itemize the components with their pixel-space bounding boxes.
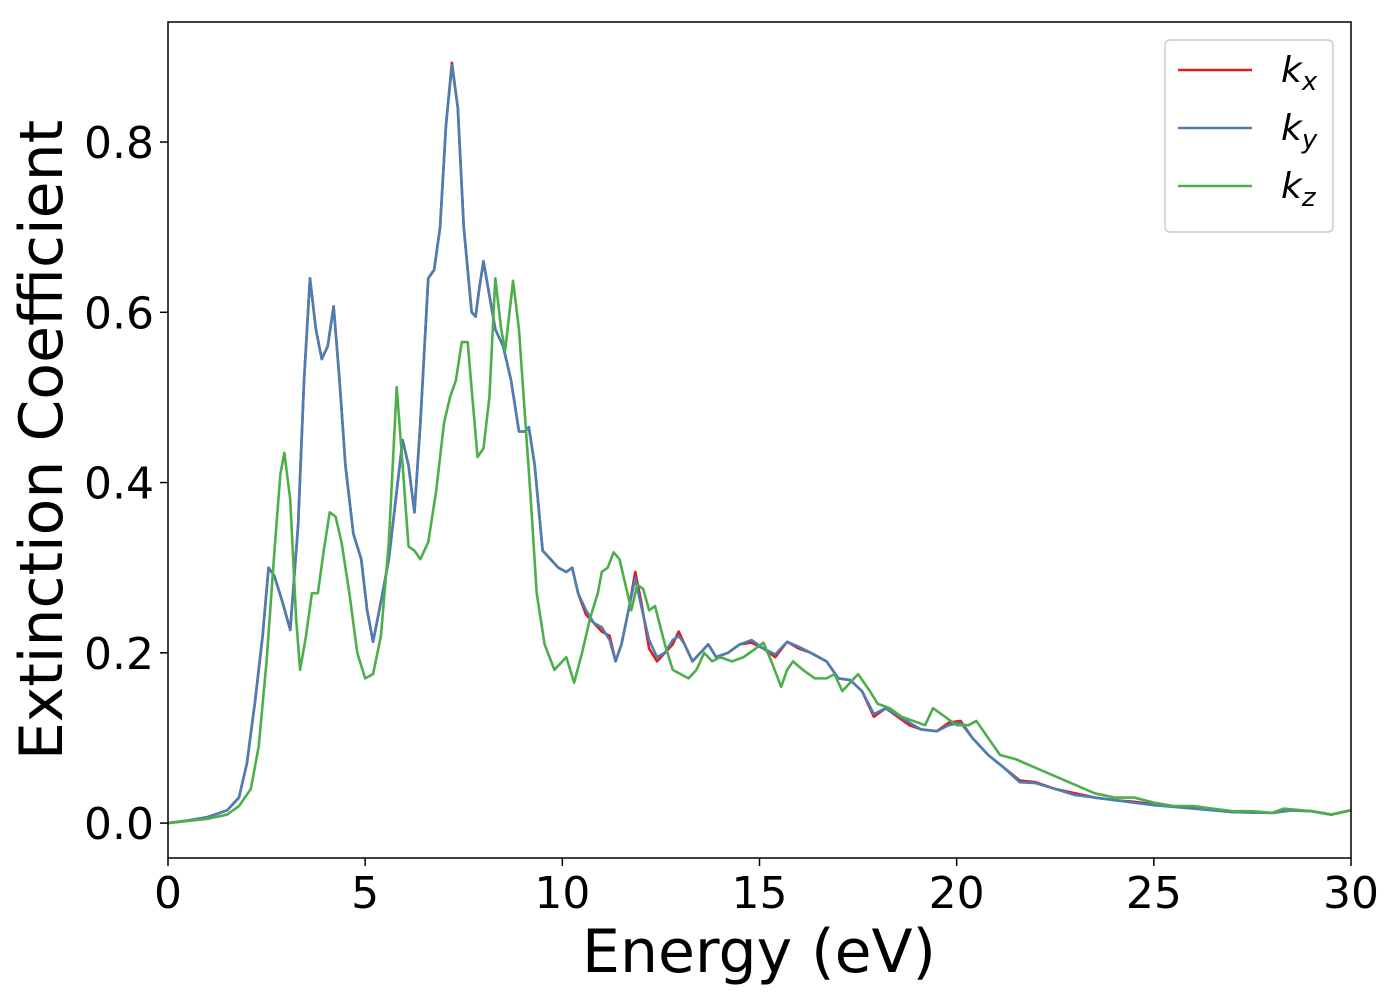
x-tick-label: 30 — [1323, 868, 1379, 919]
x-tick-label: 20 — [929, 868, 985, 919]
y-tick-label: 0.6 — [84, 288, 154, 339]
x-tick-label: 15 — [732, 868, 788, 919]
x-tick-label: 10 — [534, 868, 590, 919]
x-axis-label: Energy (eV) — [582, 917, 936, 987]
legend-label: kz — [1281, 166, 1317, 213]
series-line — [168, 64, 1351, 825]
x-tick-label: 0 — [154, 868, 182, 919]
plot-frame — [167, 21, 1352, 859]
y-tick-label: 0.8 — [84, 118, 154, 169]
x-tick-label: 25 — [1126, 868, 1182, 919]
legend-label: ky — [1281, 108, 1318, 155]
legend-label: kx — [1281, 50, 1318, 97]
y-tick-label: 0.4 — [84, 459, 154, 510]
y-axis-label: Extinction Coefficient — [7, 120, 77, 760]
x-tick-label: 5 — [351, 868, 379, 919]
y-tick-label: 0.2 — [84, 629, 154, 680]
legend-box — [1164, 39, 1334, 233]
series-line — [168, 276, 1351, 825]
y-tick-label: 0.0 — [84, 799, 154, 850]
